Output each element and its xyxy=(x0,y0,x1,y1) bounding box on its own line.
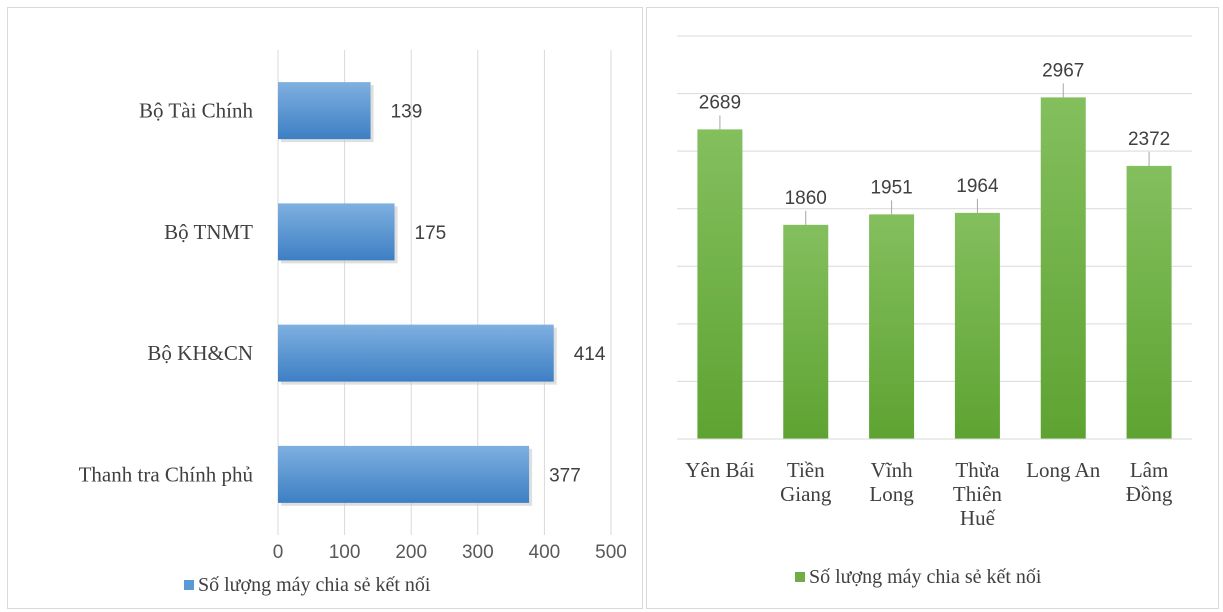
data-label: 414 xyxy=(574,344,606,365)
category-label: Tiền Giang xyxy=(780,458,832,506)
x-tick-label: 200 xyxy=(395,542,427,563)
right-chart-panel: 2689 Yên Bái 1860 Tiền Giang 1951 Vĩnh Long 1964… xyxy=(646,7,1219,609)
bar xyxy=(1126,165,1172,439)
category-label: Bộ Tài Chính xyxy=(139,99,253,123)
data-label: 1964 xyxy=(956,176,999,197)
horizontal-bar-chart: 0 100 200 300 400 500 Bộ Tài Chính 139 Bộ TNMT 17… xyxy=(79,50,627,596)
category-label-line: Tiền xyxy=(787,458,825,482)
category-label-line: Thiên xyxy=(953,482,1002,506)
left-chart-panel: 0 100 200 300 400 500 Bộ Tài Chính 139 Bộ TNMT 17… xyxy=(7,7,643,609)
category-label-line: Huế xyxy=(960,506,996,530)
bar xyxy=(697,129,743,439)
data-label: 2372 xyxy=(1128,129,1170,150)
bar xyxy=(278,82,371,140)
category-label-line: Yên Bái xyxy=(685,458,755,482)
legend-swatch xyxy=(795,572,805,582)
bar xyxy=(278,324,554,382)
legend-label: Số lượng máy chia sẻ kết nối xyxy=(198,574,431,596)
category-label-line: Thừa xyxy=(955,458,1000,482)
category-label-line: Lâm xyxy=(1130,458,1168,482)
bar xyxy=(278,445,530,503)
bar xyxy=(278,203,395,261)
data-label: 377 xyxy=(549,465,581,486)
data-label: 2689 xyxy=(699,92,741,113)
bar xyxy=(1040,97,1086,439)
data-label: 1951 xyxy=(870,177,912,198)
legend-label: Số lượng máy chia sẻ kết nối xyxy=(809,566,1042,588)
bar xyxy=(783,224,829,439)
x-tick-label: 300 xyxy=(462,542,494,563)
data-label: 139 xyxy=(391,102,423,123)
x-tick-label: 400 xyxy=(529,542,561,563)
category-label: Yên Bái xyxy=(685,458,755,482)
category-label: Lâm Đồng xyxy=(1126,458,1173,506)
x-tick-label: 500 xyxy=(595,542,627,563)
category-label: Bộ KH&CN xyxy=(147,341,253,365)
category-label: Thanh tra Chính phủ xyxy=(79,462,254,486)
vertical-bar-chart: 2689 Yên Bái 1860 Tiền Giang 1951 Vĩnh Long 1964… xyxy=(677,35,1192,588)
bar xyxy=(954,212,1000,439)
x-tick-label: 100 xyxy=(329,542,361,563)
x-tick-label: 0 xyxy=(273,542,284,563)
category-label-line: Long xyxy=(869,482,914,506)
bar xyxy=(869,214,915,439)
category-label-line: Vĩnh xyxy=(871,458,914,482)
category-label-line: Đồng xyxy=(1126,482,1173,506)
category-label: Thừa Thiên Huế xyxy=(953,458,1002,530)
data-label: 2967 xyxy=(1042,60,1084,81)
category-label: Long An xyxy=(1026,458,1101,482)
data-label: 175 xyxy=(415,223,447,244)
category-label: Bộ TNMT xyxy=(164,220,253,244)
category-label-line: Long An xyxy=(1026,458,1101,482)
legend-swatch xyxy=(184,580,194,590)
data-label: 1860 xyxy=(785,188,827,209)
category-label: Vĩnh Long xyxy=(869,458,914,506)
category-label-line: Giang xyxy=(780,482,832,506)
